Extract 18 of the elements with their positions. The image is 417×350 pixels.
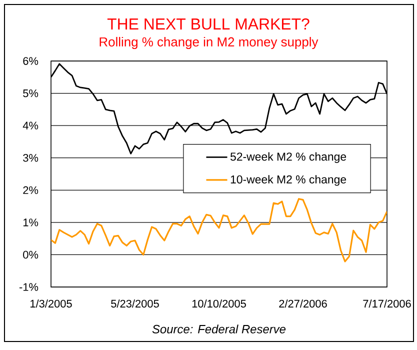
y-tick-label: 3% [23,154,38,162]
x-tick-label: 10/10/2005 [192,300,246,308]
y-tick-label: 5% [23,89,38,98]
x-tick-label: 7/17/2006 [363,300,411,308]
y-tick-label: -1% [19,283,38,291]
x-tick-label: 1/3/2005 [30,300,72,308]
legend-label: 52-week M2 % change [230,152,346,163]
x-tick-label: 2/27/2006 [279,300,327,308]
y-tick-label: 6% [23,57,38,65]
y-tick-label: 2% [23,186,38,194]
y-tick-label: 4% [22,122,38,130]
source-note: Source: Federal Reserve [152,324,286,334]
chart-subtitle: Rolling % change in M2 money supply [100,36,318,50]
y-tick-label: 1% [23,218,38,226]
y-tick-label: 0% [23,250,38,259]
x-tick-label: 5/23/2005 [111,300,159,308]
chart-title: THE NEXT BULL MARKET? [107,18,310,30]
legend-label: 10-week M2 % change [230,175,346,186]
